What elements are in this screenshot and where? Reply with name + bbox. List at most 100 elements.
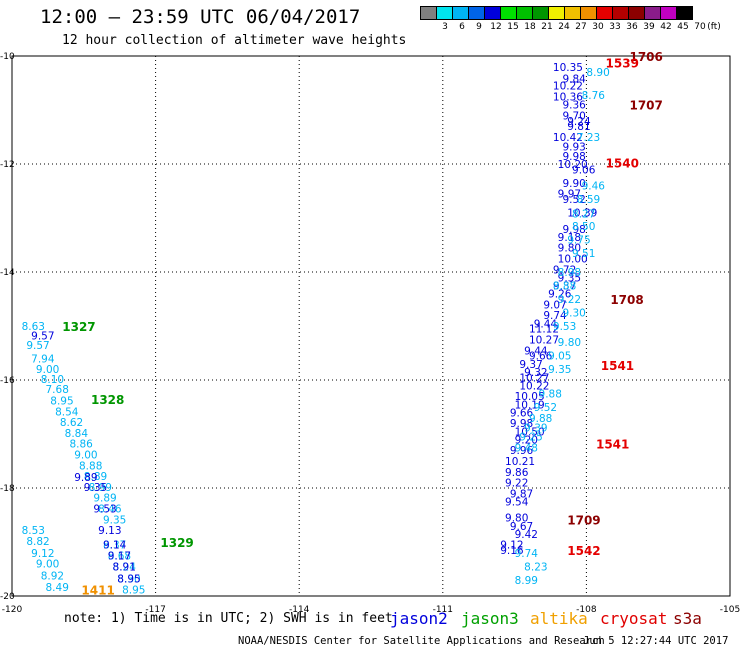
- wave-height-label: 11.12: [529, 324, 559, 336]
- y-tick-label: -16: [0, 376, 15, 386]
- legend-label: 45: [677, 22, 689, 32]
- generated-timestamp: Jun 5 12:27:44 UTC 2017: [583, 635, 729, 647]
- wave-height-label: 9.81: [567, 121, 590, 133]
- pass-time-label: 1328: [91, 393, 124, 407]
- wave-height-label: 8.98: [558, 267, 581, 279]
- x-tick-label: -114: [289, 605, 310, 615]
- wave-height-label: 8.23: [524, 561, 547, 573]
- wave-height-label: 9.13: [98, 525, 121, 537]
- wave-height-label: 8.89: [84, 471, 107, 483]
- pass-time-label: 1542: [567, 544, 600, 558]
- wave-height-label: 9.20: [515, 434, 538, 446]
- wave-height-label: 9.22: [505, 478, 528, 490]
- satellite-cryosat: cryosat: [600, 609, 668, 628]
- wave-height-label: 9.51: [572, 248, 595, 260]
- footnote: note: 1) Time is in UTC; 2) SWH is in fe…: [64, 611, 393, 626]
- wave-height-label: 7.94: [31, 353, 55, 365]
- wave-height-label: 9.52: [534, 402, 557, 414]
- wave-height-label: 9.32: [524, 367, 547, 379]
- wave-height-label: 8.76: [582, 90, 606, 102]
- legend-swatch: [676, 6, 693, 20]
- x-tick-label: -117: [145, 605, 165, 615]
- wave-height-label: 9.70: [562, 110, 585, 122]
- wave-height-label: 8.95: [122, 585, 145, 597]
- wave-height-label: 9.18: [558, 232, 581, 244]
- wave-height-label: 9.00: [36, 559, 59, 571]
- pass-time-label: 1706: [629, 50, 662, 64]
- satellite-jason2: jason2: [390, 609, 448, 628]
- legend-label: 12: [490, 22, 502, 32]
- wave-height-label: 8.50: [572, 221, 595, 233]
- wave-height-label: 10.21: [505, 456, 535, 468]
- wave-height-label: 9.37: [553, 281, 576, 293]
- wave-height-label: 9.05: [548, 351, 571, 363]
- wave-height-label: 9.35: [103, 514, 126, 526]
- wave-height-label: 8.62: [60, 417, 83, 429]
- wave-height-label: 8.95: [50, 396, 73, 408]
- wave-height-label: 9.67: [510, 521, 533, 533]
- legend-label: 27: [575, 22, 587, 32]
- wave-height-label: 8.92: [41, 570, 64, 582]
- wave-height-label: 8.49: [46, 582, 69, 594]
- wave-height-label: 8.95: [117, 574, 140, 586]
- wave-height-label: 8.59: [577, 194, 600, 206]
- wave-height-label: 9.57: [31, 331, 54, 343]
- wave-height-label: 8.10: [41, 374, 64, 386]
- wave-height-label: 10.27: [519, 372, 549, 384]
- wave-height-label: 9.26: [548, 289, 572, 301]
- wave-height-label: 10.27: [529, 335, 559, 347]
- wave-height-label: 8.86: [69, 439, 93, 451]
- legend-labels: 3 6 9 12 15 18 21 24 27 30 33 36 39 42 45 70 (ft): [421, 22, 729, 36]
- wave-height-label: 9.66: [510, 407, 534, 419]
- wave-height-label: 9.22: [558, 294, 581, 306]
- wave-height-label: 9.12: [500, 540, 523, 552]
- pass-time-label: 1327: [62, 320, 95, 334]
- wave-height-label: 9.17: [108, 551, 131, 563]
- wave-height-label: 9.35: [558, 272, 581, 284]
- wave-height-label: 10.39: [567, 208, 597, 220]
- pass-time-label: 1707: [629, 99, 662, 113]
- y-tick-label: -18: [0, 484, 15, 494]
- wave-height-label: 9.06: [572, 164, 596, 176]
- wave-height-label: 9.36: [562, 100, 586, 112]
- wave-height-label: 9.88: [529, 413, 552, 425]
- satellite-s3a: s3a: [673, 609, 702, 628]
- legend-label: 24: [558, 22, 570, 32]
- y-tick-label: -12: [0, 160, 15, 170]
- legend-label: 39: [643, 22, 655, 32]
- color-legend: [420, 6, 693, 20]
- wave-height-label: 9.98: [562, 151, 585, 163]
- wave-height-label: 9.57: [26, 340, 49, 352]
- wave-height-label: 9.44: [524, 345, 548, 357]
- pass-time-label: 1540: [606, 156, 639, 170]
- wave-height-label: 8.68: [108, 551, 131, 563]
- wave-height-label: 10.19: [515, 399, 545, 411]
- legend-label: 36: [626, 22, 638, 32]
- legend-label: 30: [592, 22, 604, 32]
- wave-height-label: 9.53: [93, 504, 116, 516]
- wave-height-label: 7.68: [46, 384, 69, 396]
- wave-height-label: 9.66: [529, 351, 553, 363]
- wave-height-label: 9.87: [510, 488, 533, 500]
- wave-height-label: 9.07: [543, 299, 566, 311]
- x-tick-label: -120: [2, 605, 23, 615]
- wave-height-label: 7.23: [577, 132, 600, 144]
- wave-height-label: 9.00: [74, 450, 97, 462]
- wave-height-label: 9.35: [84, 482, 107, 494]
- wave-height-label: 10.50: [515, 426, 545, 438]
- legend-label: 3: [442, 22, 448, 32]
- wave-height-label: 9.98: [562, 224, 585, 236]
- wave-height-label: 9.84: [562, 74, 586, 86]
- wave-height-label: 9.96: [510, 445, 534, 457]
- wave-height-label: 9.74: [515, 548, 539, 560]
- legend-label: 9: [476, 22, 482, 32]
- wave-height-label: 9.93: [562, 142, 585, 154]
- wave-height-label: 8.88: [79, 460, 102, 472]
- pass-time-label: 1541: [601, 359, 634, 373]
- pass-time-label: 1539: [606, 56, 639, 70]
- wave-height-label: 9.24: [567, 116, 591, 128]
- wave-height-label: 9.80: [558, 243, 581, 255]
- wave-height-label: 8.30: [117, 574, 140, 586]
